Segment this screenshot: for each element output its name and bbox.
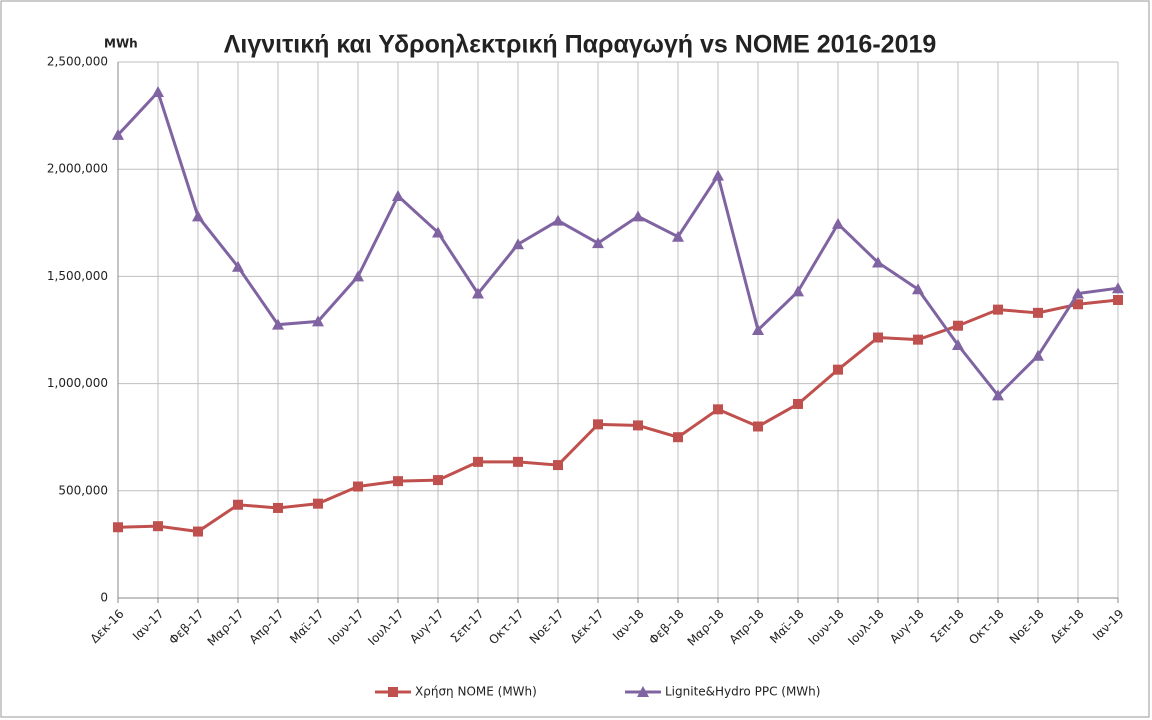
point bbox=[272, 318, 284, 330]
point bbox=[152, 86, 164, 98]
y-tick-label: 2,500,000 bbox=[47, 55, 108, 69]
y-tick-label: 0 bbox=[100, 591, 108, 605]
point bbox=[233, 499, 243, 510]
point bbox=[193, 526, 203, 537]
legend-marker bbox=[388, 687, 398, 697]
point bbox=[433, 475, 443, 486]
point bbox=[192, 210, 204, 222]
point bbox=[353, 481, 363, 492]
point bbox=[552, 214, 564, 226]
point bbox=[1072, 287, 1084, 299]
point bbox=[273, 502, 283, 513]
point bbox=[512, 238, 524, 250]
y-tick-label: 2,000,000 bbox=[47, 162, 108, 176]
point bbox=[913, 334, 923, 345]
point bbox=[472, 287, 484, 299]
point bbox=[112, 128, 124, 140]
point bbox=[952, 339, 964, 351]
point bbox=[632, 210, 644, 222]
point bbox=[993, 304, 1003, 315]
legend-label: Χρήση NOME (MWh) bbox=[415, 685, 537, 699]
point bbox=[232, 260, 244, 272]
point bbox=[912, 283, 924, 295]
legend-label: Lignite&Hydro PPC (MWh) bbox=[665, 685, 820, 699]
point bbox=[673, 432, 683, 443]
y-unit: MWh bbox=[104, 37, 138, 51]
point bbox=[1112, 282, 1124, 294]
point bbox=[753, 421, 763, 432]
point bbox=[1073, 299, 1083, 310]
point bbox=[153, 521, 163, 532]
point bbox=[1033, 307, 1043, 318]
point bbox=[833, 364, 843, 375]
point bbox=[553, 460, 563, 471]
point bbox=[712, 169, 724, 181]
y-tick-label: 500,000 bbox=[58, 483, 108, 497]
point bbox=[593, 419, 603, 430]
y-tick-label: 1,000,000 bbox=[47, 376, 108, 390]
point bbox=[713, 404, 723, 415]
point bbox=[872, 256, 884, 268]
legend-marker bbox=[637, 686, 649, 697]
point bbox=[832, 217, 844, 229]
point bbox=[592, 237, 604, 249]
point bbox=[392, 190, 404, 201]
point bbox=[992, 389, 1004, 401]
point bbox=[312, 315, 324, 327]
point bbox=[672, 230, 684, 242]
line bbox=[117, 298, 1119, 534]
point bbox=[113, 522, 123, 533]
point bbox=[953, 320, 963, 331]
point bbox=[473, 456, 483, 467]
point bbox=[352, 270, 364, 282]
point bbox=[432, 226, 444, 238]
chart-title: Λιγνιτική και Υδροηλεκτρική Παραγωγή vs … bbox=[224, 31, 937, 59]
point bbox=[1032, 349, 1044, 361]
y-tick-label: 1,500,000 bbox=[47, 269, 108, 283]
point bbox=[633, 420, 643, 431]
point bbox=[513, 456, 523, 467]
point bbox=[793, 398, 803, 409]
point bbox=[393, 476, 403, 487]
point bbox=[873, 332, 883, 343]
point bbox=[792, 285, 804, 297]
point bbox=[313, 498, 323, 509]
point bbox=[1113, 294, 1123, 305]
point bbox=[752, 324, 764, 335]
line bbox=[116, 89, 1119, 398]
